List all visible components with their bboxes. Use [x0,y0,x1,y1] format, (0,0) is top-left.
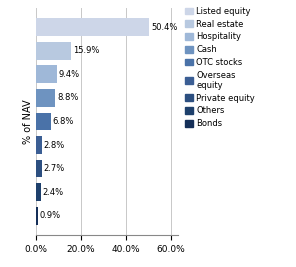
Text: 8.8%: 8.8% [57,93,78,103]
Text: 2.4%: 2.4% [43,188,64,197]
Text: 50.4%: 50.4% [151,23,177,32]
Bar [36,42,71,60]
Y-axis label: % of NAV: % of NAV [23,99,33,144]
Bar [36,183,41,201]
Text: 2.7%: 2.7% [44,164,65,173]
Text: 9.4%: 9.4% [59,70,80,79]
Bar [36,160,42,178]
Text: 6.8%: 6.8% [53,117,74,126]
Text: 2.8%: 2.8% [44,140,65,150]
Text: 15.9%: 15.9% [73,46,99,55]
Bar [36,207,38,225]
Bar [36,89,55,107]
Bar [36,113,51,130]
Bar [36,65,57,83]
Legend: Listed equity, Real estate, Hospitality, Cash, OTC stocks, Overseas
equity, Priv: Listed equity, Real estate, Hospitality,… [185,7,255,128]
Bar [36,18,149,36]
Text: 0.9%: 0.9% [39,211,60,220]
Bar [36,136,42,154]
